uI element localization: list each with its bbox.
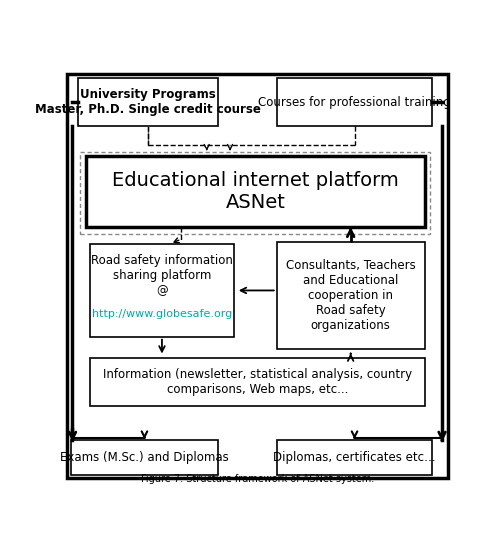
Bar	[80, 152, 429, 234]
Bar	[276, 440, 431, 476]
Text: Diplomas, certificates etc…: Diplomas, certificates etc…	[273, 451, 435, 464]
Text: Figure 7. Structure framework of ASNet system.: Figure 7. Structure framework of ASNet s…	[140, 474, 373, 484]
Bar	[78, 78, 218, 127]
Bar	[90, 244, 233, 337]
Bar	[70, 440, 218, 476]
Bar	[90, 358, 424, 406]
Text: Courses for professional training: Courses for professional training	[258, 96, 450, 109]
Bar	[86, 156, 424, 227]
Text: Exams (M.Sc.) and Diplomas: Exams (M.Sc.) and Diplomas	[60, 451, 228, 464]
Text: Consultants, Teachers
and Educational
cooperation in
Road safety
organizations: Consultants, Teachers and Educational co…	[285, 259, 415, 332]
Text: http://www.globesafe.org: http://www.globesafe.org	[92, 308, 231, 318]
Text: Educational internet platform
ASNet: Educational internet platform ASNet	[112, 171, 398, 212]
Bar	[276, 78, 431, 127]
Bar	[276, 242, 424, 349]
Text: Information (newsletter, statistical analysis, country
comparisons, Web maps, et: Information (newsletter, statistical ana…	[103, 368, 411, 396]
Text: Road safety information
sharing platform
@: Road safety information sharing platform…	[91, 254, 232, 297]
Text: University Programs
Master, Ph.D. Single credit course: University Programs Master, Ph.D. Single…	[36, 88, 261, 116]
